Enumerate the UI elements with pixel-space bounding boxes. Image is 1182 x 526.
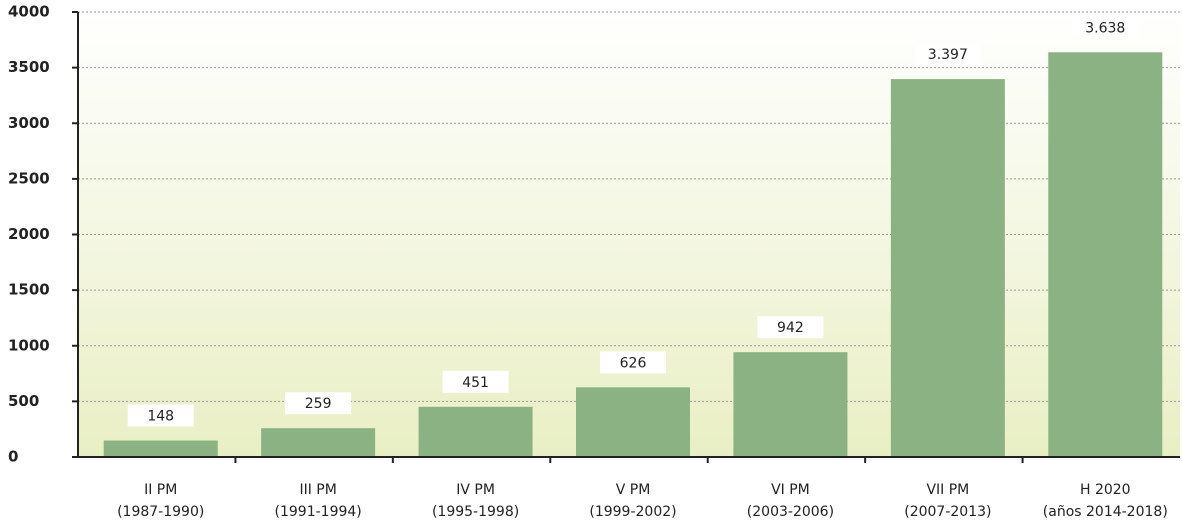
x-tick-label-line: (2003-2006) xyxy=(747,504,834,520)
bar xyxy=(261,428,376,457)
value-label-box xyxy=(1072,16,1139,39)
bar xyxy=(890,79,1005,458)
x-tick-label-line: (1987-1990) xyxy=(117,504,204,520)
x-tick-label: IV PM (1995-1998) xyxy=(432,482,519,520)
y-tick-label: 2000 xyxy=(8,225,50,243)
y-tick-label: 500 xyxy=(8,392,39,410)
value-label: 259 xyxy=(305,396,332,412)
y-tick-label: 2500 xyxy=(8,169,50,187)
x-tick-label: VII PM (2007-2013) xyxy=(904,482,991,520)
x-tick-label-line: (años 2014-2018) xyxy=(1043,504,1168,520)
x-tick-label: III PM (1991-1994) xyxy=(275,482,362,520)
value-label-box xyxy=(127,404,194,427)
value-label: 942 xyxy=(777,320,804,336)
value-label: 148 xyxy=(147,409,174,425)
x-tick-label-line: II PM xyxy=(144,482,177,498)
y-tick-label: 3500 xyxy=(8,58,50,76)
y-tick-label: 0 xyxy=(8,448,18,466)
x-tick-label-line: (1995-1998) xyxy=(432,504,519,520)
x-tick-label-line: IV PM xyxy=(456,482,495,498)
x-tick-label-line: H 2020 xyxy=(1080,482,1131,498)
value-label-box xyxy=(442,370,509,393)
value-label-box xyxy=(285,392,352,415)
y-tick-label: 1500 xyxy=(8,281,50,299)
y-tick-label: 1000 xyxy=(8,336,50,354)
value-label-box xyxy=(914,43,981,66)
value-label: 626 xyxy=(620,355,647,371)
x-tick-label-line: (2007-2013) xyxy=(904,504,991,520)
x-tick-label-line: VI PM xyxy=(771,482,810,498)
x-tick-label: V PM (1999-2002) xyxy=(589,482,676,520)
y-tick-label: 4000 xyxy=(8,3,50,21)
value-label-box xyxy=(757,316,824,339)
x-tick-label-line: (1991-1994) xyxy=(275,504,362,520)
value-label: 3.397 xyxy=(928,47,968,63)
x-tick-label: II PM (1987-1990) xyxy=(117,482,204,520)
y-tick-label: 3000 xyxy=(8,114,50,132)
x-tick-label: VI PM (2003-2006) xyxy=(747,482,834,520)
value-label: 3.638 xyxy=(1085,20,1125,36)
x-tick-label-line: VII PM xyxy=(926,482,969,498)
bar xyxy=(1048,52,1163,458)
x-tick-label-line: V PM xyxy=(616,482,651,498)
bar xyxy=(576,387,690,457)
x-tick-label-line: III PM xyxy=(299,482,336,498)
value-label-box xyxy=(600,351,666,374)
x-tick-label-line: (1999-2002) xyxy=(589,504,676,520)
bar xyxy=(733,352,848,457)
x-tick-label: H 2020 (años 2014-2018) xyxy=(1043,482,1168,520)
bar xyxy=(418,406,533,457)
value-label: 451 xyxy=(462,375,489,391)
bar xyxy=(103,440,218,457)
